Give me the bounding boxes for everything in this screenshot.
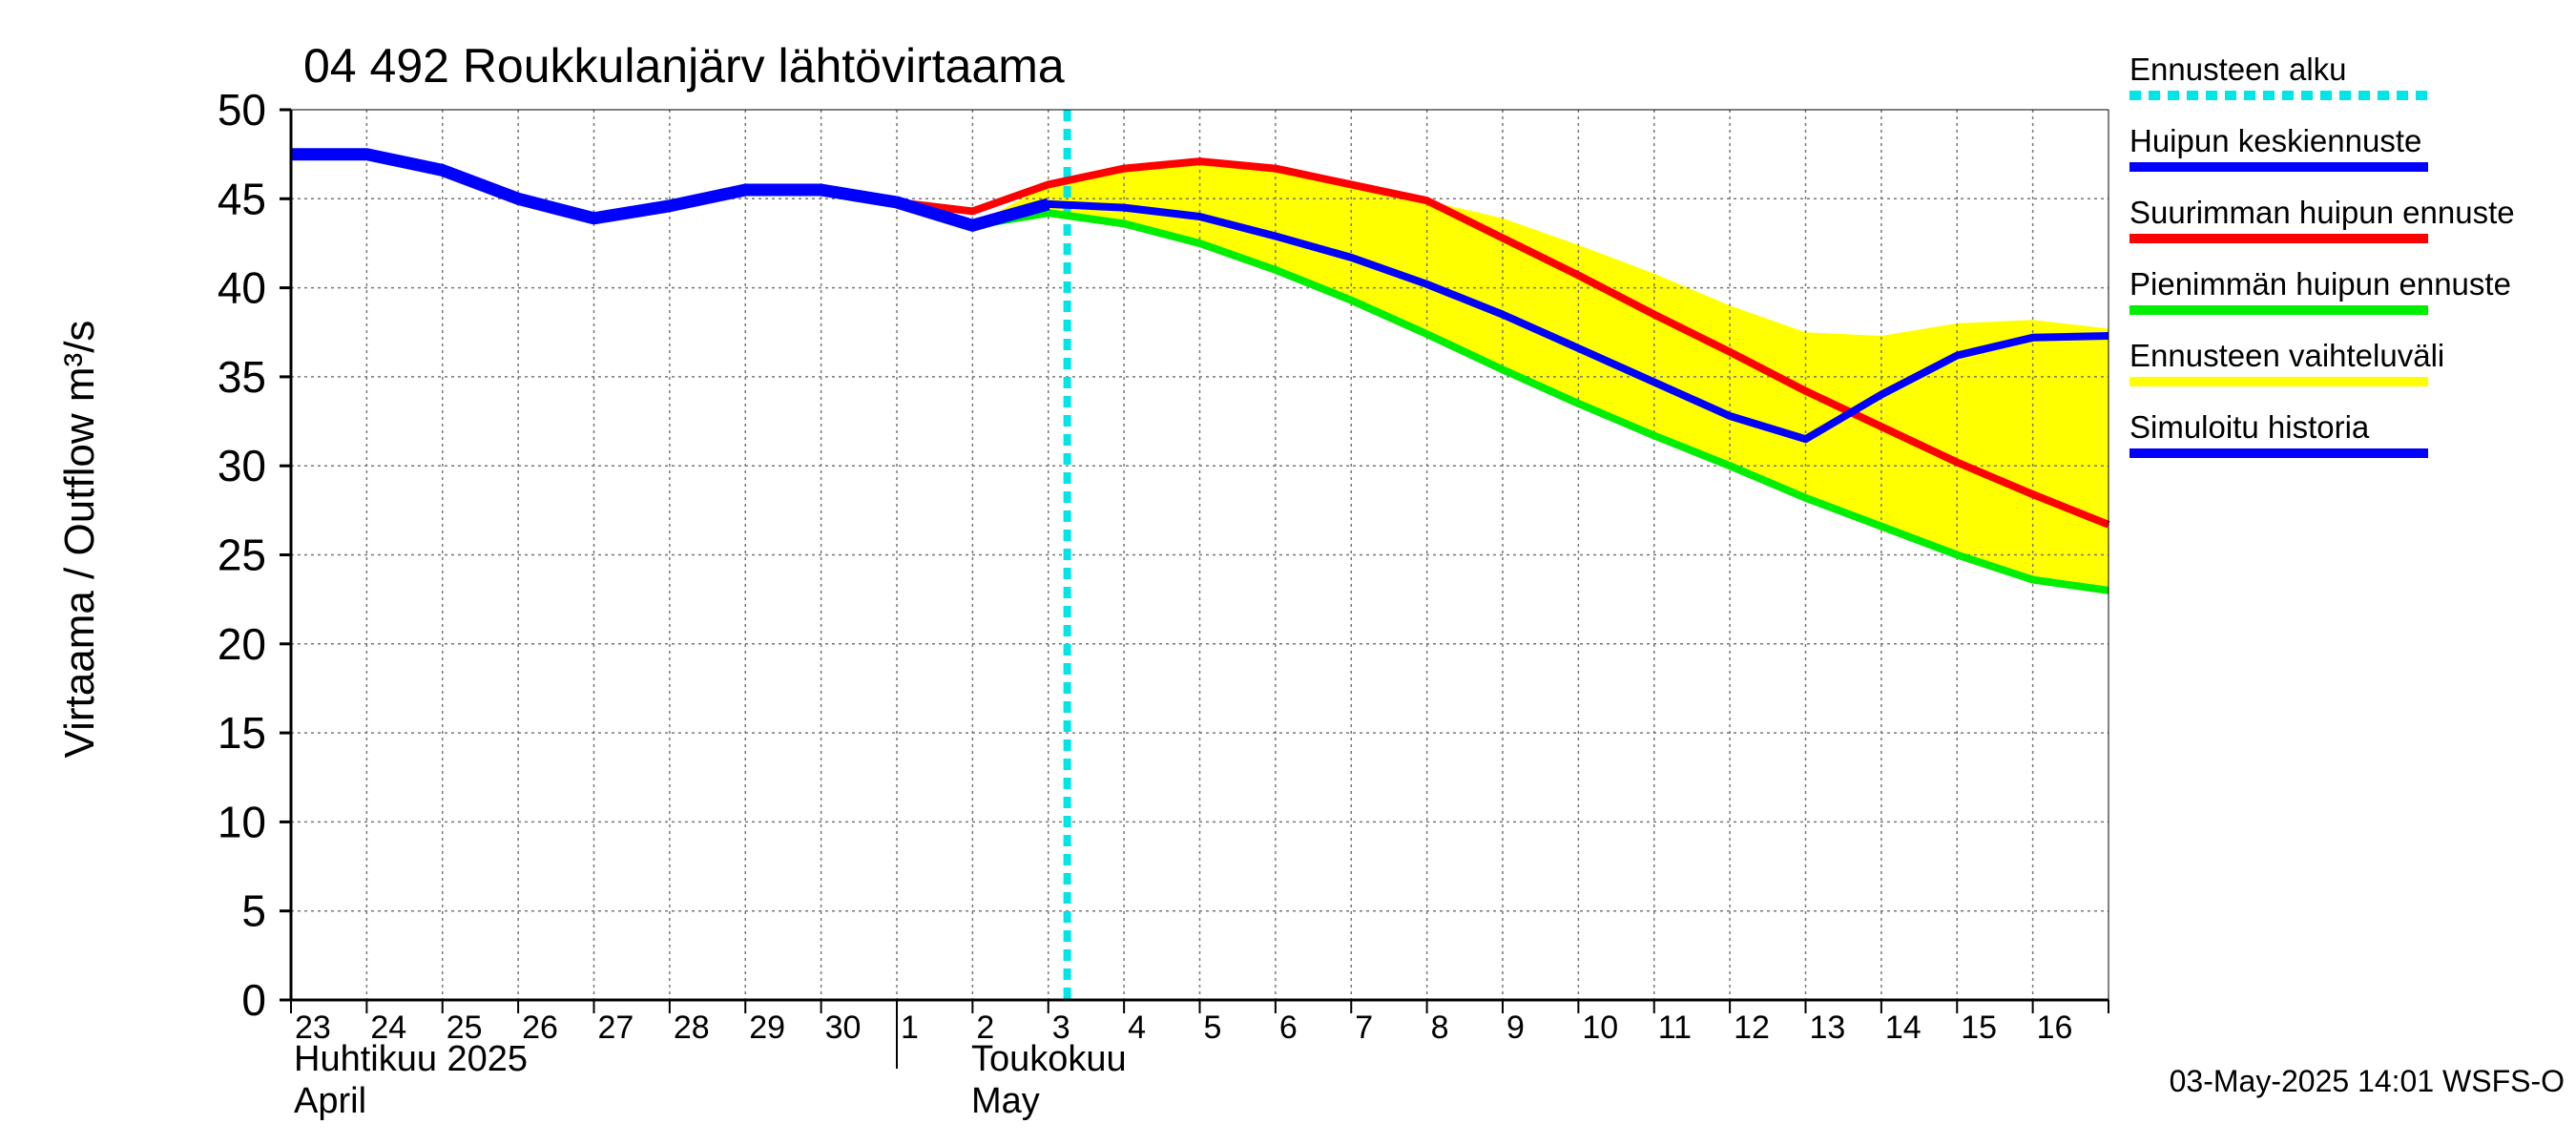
legend-label: Ennusteen vaihteluväli bbox=[2129, 338, 2444, 373]
x-tick-label: 25 bbox=[447, 1010, 483, 1046]
y-tick-label: 50 bbox=[218, 85, 266, 135]
x-tick-label: 27 bbox=[598, 1010, 634, 1046]
legend-label: Ennusteen alku bbox=[2129, 52, 2347, 87]
legend-label: Simuloitu historia bbox=[2129, 409, 2370, 445]
x-tick-label: 5 bbox=[1204, 1010, 1222, 1046]
month-label-may-fi: Toukokuu bbox=[971, 1039, 1127, 1079]
y-tick-label: 40 bbox=[218, 263, 266, 313]
x-tick-label: 3 bbox=[1052, 1010, 1070, 1046]
x-tick-label: 12 bbox=[1734, 1010, 1770, 1046]
x-tick-label: 14 bbox=[1885, 1010, 1922, 1046]
y-tick-label: 30 bbox=[218, 441, 266, 490]
x-tick-label: 29 bbox=[749, 1010, 785, 1046]
x-tick-label: 24 bbox=[370, 1010, 406, 1046]
x-tick-label: 2 bbox=[976, 1010, 994, 1046]
lines-layer bbox=[291, 148, 2110, 594]
legend-label: Pienimmän huipun ennuste bbox=[2129, 266, 2511, 302]
y-tick-label: 0 bbox=[241, 975, 266, 1025]
chart-title: 04 492 Roukkulanjärv lähtövirtaama bbox=[303, 39, 1065, 93]
x-tick-label: 13 bbox=[1810, 1010, 1846, 1046]
x-tick-label: 6 bbox=[1279, 1010, 1298, 1046]
y-tick-label: 45 bbox=[218, 174, 266, 223]
series-line-pienimm-n-huipun-ennuste bbox=[971, 209, 2109, 594]
y-tick-label: 25 bbox=[218, 531, 266, 580]
x-tick-label: 15 bbox=[1961, 1010, 1997, 1046]
legend-label: Suurimman huipun ennuste bbox=[2129, 195, 2515, 230]
legend-label: Huipun keskiennuste bbox=[2129, 123, 2421, 158]
y-tick-label: 15 bbox=[218, 708, 266, 758]
y-tick-label: 10 bbox=[218, 797, 266, 846]
x-tick-label: 28 bbox=[674, 1010, 710, 1046]
x-tick-label: 23 bbox=[295, 1010, 331, 1046]
series-line-huipun-keskiennuste bbox=[971, 199, 2109, 444]
footer-timestamp: 03-May-2025 14:01 WSFS-O bbox=[2170, 1064, 2565, 1098]
y-tick-label: 20 bbox=[218, 619, 266, 669]
x-tick-label: 1 bbox=[901, 1010, 919, 1046]
x-tick-label: 10 bbox=[1582, 1010, 1618, 1046]
month-label-april-fi: Huhtikuu 2025 bbox=[294, 1039, 528, 1079]
y-axis-label: Virtaama / Outflow m³/s bbox=[56, 321, 103, 759]
legend: Ennusteen alku Huipun keskiennuste Suurimm… bbox=[2129, 52, 2515, 458]
y-tick-label: 5 bbox=[241, 886, 266, 936]
month-label-may-en: May bbox=[971, 1081, 1040, 1121]
y-tick-label: 35 bbox=[218, 352, 266, 402]
series-line-simuloitu-historia bbox=[291, 148, 1050, 232]
x-tick-label: 4 bbox=[1128, 1010, 1146, 1046]
month-label-april-en: April bbox=[294, 1081, 366, 1121]
x-tick-label: 7 bbox=[1355, 1010, 1373, 1046]
x-tick-label: 26 bbox=[522, 1010, 558, 1046]
x-tick-label: 9 bbox=[1506, 1010, 1525, 1046]
x-tick-label: 11 bbox=[1658, 1010, 1692, 1046]
series-line-suurimman-huipun-ennuste bbox=[896, 157, 2110, 529]
x-tick-label: 16 bbox=[2037, 1010, 2073, 1046]
x-tick-label: 8 bbox=[1431, 1010, 1449, 1046]
x-tick-label: 30 bbox=[825, 1010, 862, 1046]
